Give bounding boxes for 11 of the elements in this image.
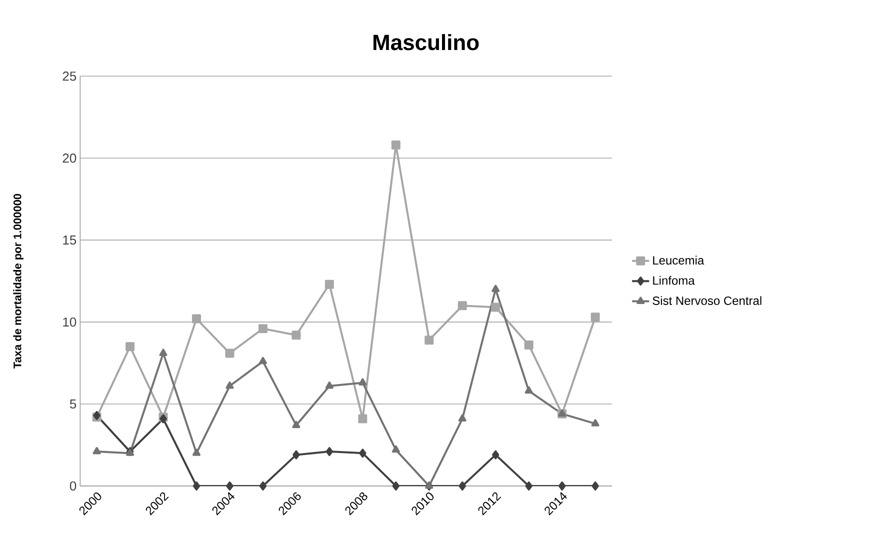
legend-label: Linfoma: [653, 276, 695, 285]
y-tick-label: 25: [62, 71, 76, 81]
y-tick-label: 15: [63, 235, 76, 245]
legend-label: Sist Nervoso Central: [652, 296, 762, 305]
y-axis-title: Taxa de mortalidade por 1.000000: [13, 194, 24, 368]
chart-title: Masculino: [374, 34, 479, 50]
y-tick-label: 20: [62, 153, 76, 163]
legend-label: Leucemia: [653, 256, 704, 265]
y-tick-label: 0: [70, 481, 76, 491]
y-tick-label: 10: [63, 317, 76, 327]
y-tick-label: 5: [70, 399, 76, 408]
